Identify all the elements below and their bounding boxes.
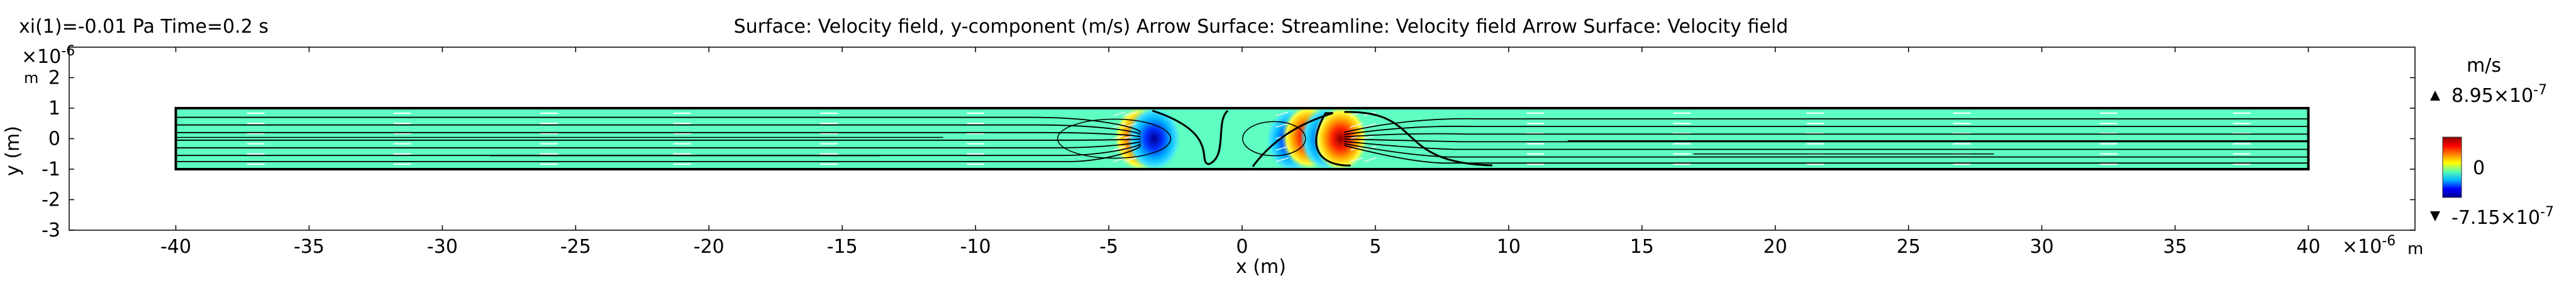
velocity-features	[1113, 108, 1368, 169]
streamline	[1344, 125, 2309, 135]
x-tick-label: -35	[294, 236, 325, 258]
streamlines	[175, 109, 2309, 167]
x-tick-label: 5	[1369, 236, 1381, 258]
x-unit-label: m	[2407, 240, 2423, 258]
min-marker-icon	[2430, 211, 2440, 221]
x-tick-label: 25	[1897, 236, 1921, 258]
y-unit-label: m	[24, 69, 38, 87]
colorbar-min: -7.15×10-7	[2451, 204, 2554, 229]
streamline	[1252, 112, 1351, 167]
velocity-arrow	[1363, 123, 1377, 128]
x-tick-label: 10	[1497, 236, 1521, 258]
velocity-arrow	[1275, 146, 1289, 151]
positive-velocity-lobe	[1313, 108, 1368, 169]
velocity-arrow	[1113, 134, 1126, 140]
x-tick-label: 20	[1763, 236, 1787, 258]
streamline	[1344, 111, 1492, 167]
channel-domain	[175, 108, 2309, 169]
x-tick-label: -25	[560, 236, 591, 258]
x-scale-label: ×10-6	[2342, 233, 2396, 258]
colorbar-gradient	[2442, 136, 2462, 198]
velocity-arrow	[1275, 157, 1289, 162]
plot-title: Surface: Velocity field, y-component (m/…	[734, 16, 1789, 38]
colorbar-unit: m/s	[2467, 55, 2501, 77]
arrow-columns	[247, 111, 2251, 165]
parameter-label: xi(1)=-0.01 Pa Time=0.2 s	[19, 16, 269, 38]
x-tick-label: 15	[1630, 236, 1654, 258]
streamline	[1242, 121, 1306, 157]
y-scale-label: ×10-6	[21, 43, 75, 68]
y-tick-label: -2	[42, 189, 60, 211]
colorbar: m/s 8.95×10-7 0 -7.15×10-7	[2430, 55, 2554, 229]
streamline	[1344, 118, 2309, 133]
negative-velocity-lobe	[1126, 108, 1182, 169]
x-axis-title: x (m)	[1236, 256, 1286, 278]
streamline	[175, 145, 1141, 162]
velocity-arrow	[1113, 146, 1126, 151]
y-tick-label: 1	[48, 97, 60, 119]
x-tick-label: -30	[427, 236, 458, 258]
velocity-arrow	[1123, 157, 1137, 162]
streamline	[175, 143, 1141, 157]
x-tick-label: -15	[827, 236, 858, 258]
x-tick-label: 35	[2163, 236, 2187, 258]
x-tick-label: -20	[694, 236, 724, 258]
streamline	[175, 131, 1141, 138]
streamline	[175, 116, 1141, 133]
velocity-arrow	[1275, 123, 1289, 128]
max-marker-icon	[2430, 91, 2440, 101]
y-tick-label: -3	[42, 219, 60, 241]
streamline	[1152, 109, 1229, 165]
x-tick-label: 40	[2296, 236, 2320, 258]
colorbar-max: 8.95×10-7	[2451, 82, 2547, 107]
streamline	[175, 124, 1141, 135]
y-tick-label: 0	[48, 128, 60, 150]
streamline	[175, 138, 1141, 141]
velocity-arrow	[1275, 111, 1289, 116]
velocity-arrow	[1350, 157, 1363, 162]
velocity-arrow	[1363, 157, 1377, 162]
velocity-arrow	[1350, 123, 1363, 128]
velocity-arrow	[1113, 157, 1126, 162]
colorbar-zero: 0	[2473, 157, 2485, 179]
y-tick-label: -1	[42, 158, 60, 180]
x-tick-label: -40	[160, 236, 191, 258]
axis-ticks: -40 -35 -30 -25 -20 -15 -10 -5 0 5 10 15 20 25 30 35 40-…	[42, 47, 2415, 258]
streamline	[1057, 118, 1172, 159]
x-tick-label: -10	[960, 236, 991, 258]
streamline	[1344, 140, 2309, 150]
velocity-arrow	[1123, 111, 1137, 116]
y-tick-label: 2	[48, 67, 60, 89]
velocity-arrow	[1113, 111, 1126, 116]
y-axis-title: y (m)	[2, 126, 24, 176]
streamline	[1344, 145, 2309, 164]
streamline	[1344, 133, 2309, 138]
channel-border	[174, 107, 2310, 170]
streamline	[1344, 138, 2309, 143]
x-tick-label: 30	[2029, 236, 2053, 258]
x-tick-label: -5	[1099, 236, 1118, 258]
x-tick-label: 0	[1236, 236, 1248, 258]
